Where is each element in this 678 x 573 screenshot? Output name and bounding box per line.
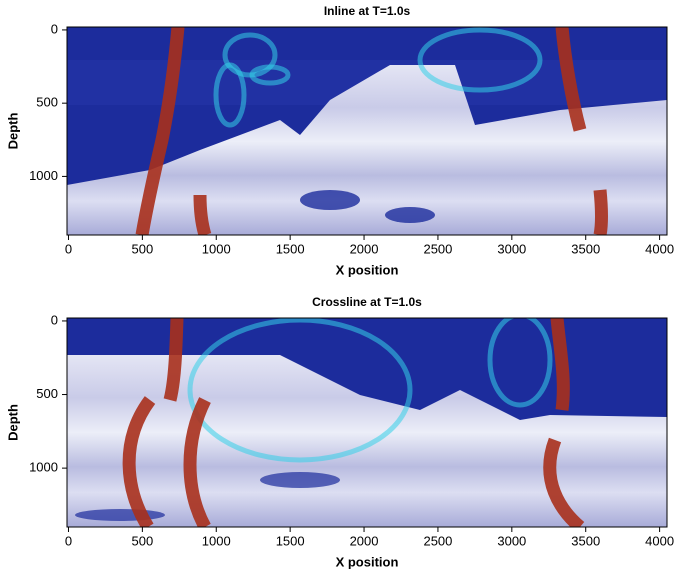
y-tick-label: 1000 [29,460,58,475]
x-tick-label: 0 [65,533,72,548]
y-tick-label: 0 [51,312,58,327]
x-axis-label: X position [336,262,399,277]
x-tick-label: 3500 [571,533,600,548]
y-axis-label: Depth [5,113,20,150]
y-tick-label: 500 [36,386,58,401]
image-panel [67,318,667,527]
x-tick-label: 1000 [202,241,231,256]
x-tick-label: 2000 [350,533,379,548]
x-axis-label: X position [336,554,399,569]
x-tick-label: 4000 [645,241,674,256]
x-tick-label: 0 [65,241,72,256]
y-tick-label: 1000 [29,168,58,183]
x-tick-label: 1500 [276,533,305,548]
y-tick-label: 500 [36,95,58,110]
y-axis-label: Depth [5,404,20,441]
x-tick-label: 500 [132,533,154,548]
x-tick-label: 3000 [497,533,526,548]
plot-frame [66,26,668,236]
x-tick-label: 3500 [571,241,600,256]
x-tick-label: 2500 [423,241,452,256]
image-panel [67,27,667,235]
x-tick-label: 2000 [350,241,379,256]
x-tick-label: 1000 [202,533,231,548]
x-tick-label: 2500 [423,533,452,548]
y-tick-label: 0 [51,21,58,36]
plot-frame [66,317,668,528]
chart-title: Crossline at T=1.0s [312,295,422,309]
x-tick-label: 3000 [497,241,526,256]
x-tick-label: 4000 [645,533,674,548]
x-tick-label: 500 [132,241,154,256]
x-tick-label: 1500 [276,241,305,256]
chart-title: Inline at T=1.0s [324,4,411,18]
